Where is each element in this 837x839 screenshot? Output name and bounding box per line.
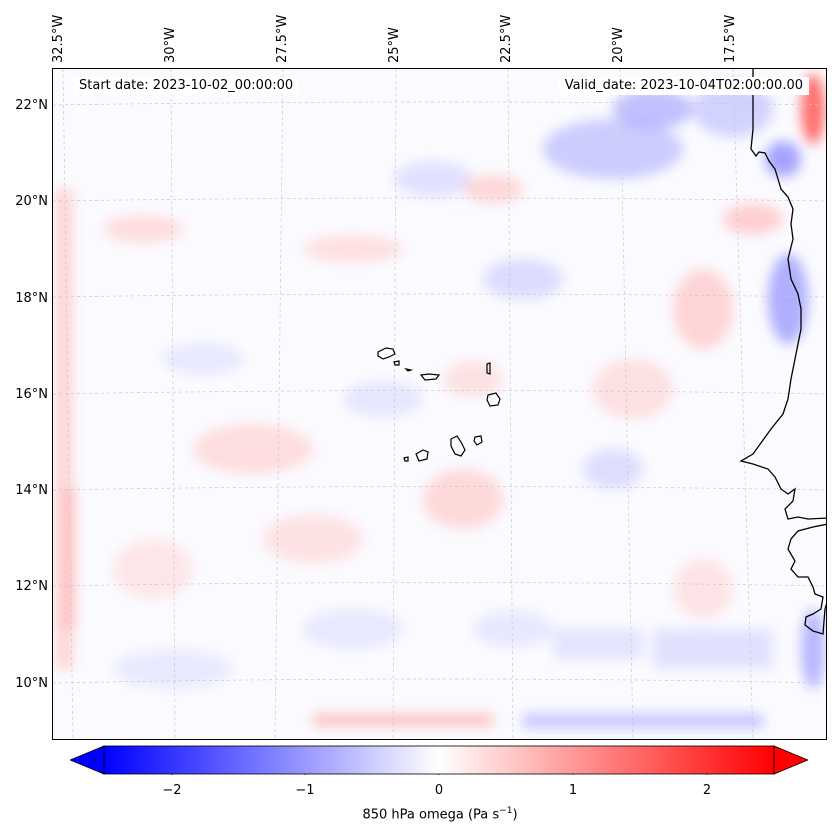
omega-field [53, 69, 826, 739]
colorbar-tick: 0 [434, 783, 444, 798]
start-date-label: Start date: 2023-10-02_00:00:00 [73, 77, 300, 95]
colorbar-extend-min [70, 745, 105, 775]
colorbar-tick: −1 [295, 783, 315, 798]
colorbar-tick: 2 [702, 783, 712, 798]
lat-label: 10°N [15, 676, 48, 691]
lon-label: 25°W [387, 27, 402, 63]
lon-label: 27.5°W [275, 14, 290, 63]
lat-label: 16°N [15, 387, 48, 402]
colorbar-label: 850 hPa omega (Pa s−1) [362, 806, 518, 823]
lat-label: 18°N [15, 291, 48, 306]
africa-coastline [739, 69, 826, 635]
lon-label: 30°W [163, 27, 178, 63]
lon-label: 20°W [611, 27, 626, 63]
colorbar-tick: 1 [568, 783, 578, 798]
lat-label: 12°N [15, 579, 48, 594]
lat-label: 22°N [15, 98, 48, 113]
colorbar-gradient [103, 745, 775, 775]
lat-label: 20°N [15, 194, 48, 209]
valid-date-label: Valid_date: 2023-10-04T02:00:00.00 [558, 77, 809, 95]
lon-label: 32.5°W [51, 14, 66, 63]
colorbar [70, 745, 808, 775]
cape-verde-islands [377, 347, 501, 462]
colorbar-tick: −2 [162, 783, 182, 798]
colorbar-extend-max [773, 745, 808, 775]
lon-label: 17.5°W [723, 14, 738, 63]
lat-label: 14°N [15, 483, 48, 498]
graticule [53, 69, 826, 739]
omega-anomalies [55, 74, 825, 728]
map-panel[interactable] [52, 68, 827, 740]
lon-label: 22.5°W [499, 14, 514, 63]
